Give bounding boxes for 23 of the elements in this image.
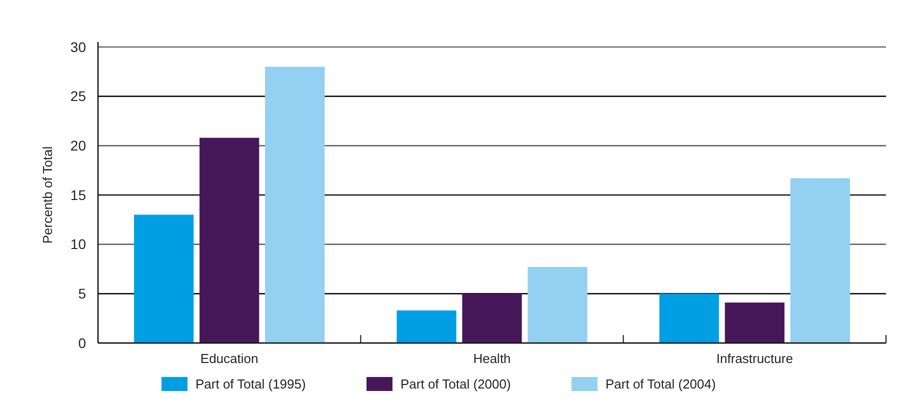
y-tick-label: 25 (70, 88, 86, 104)
bar (265, 66, 325, 343)
bar (134, 214, 194, 343)
bar (396, 310, 456, 343)
legend-label: Part of Total (2004) (606, 376, 716, 392)
y-tick-label: 5 (78, 286, 86, 302)
x-tick-label: Infrastructure (716, 351, 793, 366)
y-tick-label: 15 (70, 186, 86, 203)
bar (462, 294, 522, 343)
bar (528, 267, 588, 343)
x-tick-label: Education (200, 351, 258, 366)
y-tick-label: 10 (70, 236, 86, 252)
y-tick-label: 0 (78, 334, 86, 351)
legend-label: Part of Total (2000) (400, 376, 511, 392)
y-tick-label: 20 (70, 138, 86, 154)
bar (659, 294, 719, 343)
x-tick-label: Health (473, 351, 511, 366)
y-tick-label: 30 (70, 38, 86, 55)
bar (200, 138, 260, 343)
legend-label: Part of Total (1995) (196, 376, 306, 392)
bar (790, 178, 850, 343)
bar (724, 302, 784, 343)
y-axis-title: Percentb of Total (40, 146, 55, 244)
